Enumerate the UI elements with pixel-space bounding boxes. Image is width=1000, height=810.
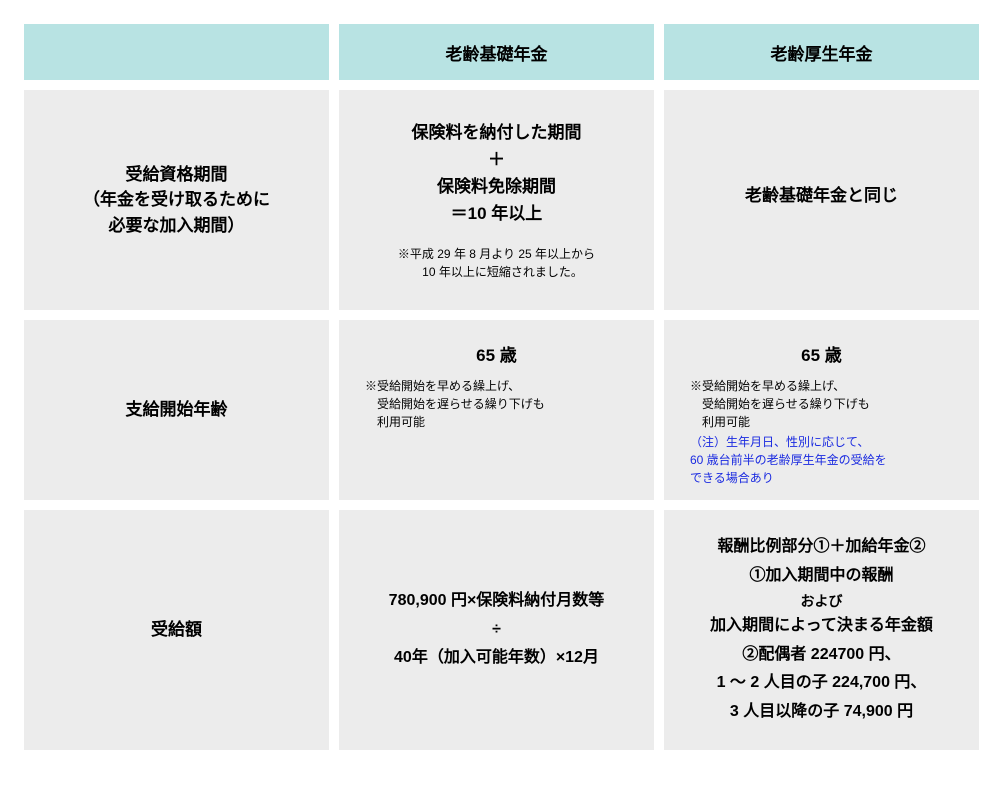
employee-amount-line-3: 加入期間によって決まる年金額 xyxy=(710,612,933,641)
basic-eligibility-sub: ※平成 29 年 8 月より 25 年以上から 10 年以上に短縮されました。 xyxy=(398,245,595,281)
employee-amount-line-0: 報酬比例部分①＋加給年金② xyxy=(717,533,925,562)
cell-basic-amount: 780,900 円×保険料納付月数等 ÷ 40年（加入可能年数）×12月 xyxy=(339,510,654,750)
row-header-amount: 受給額 xyxy=(24,510,329,750)
basic-amount-line-1: ÷ xyxy=(492,616,501,645)
basic-start-age-sub: ※受給開始を早める繰上げ、 受給開始を遅らせる繰り下げも 利用可能 xyxy=(365,377,642,431)
employee-amount-line-6: 3 人目以降の子 74,900 円 xyxy=(730,698,913,727)
employee-start-age-main: 65 歳 xyxy=(801,342,842,369)
basic-amount-line-0: 780,900 円×保険料納付月数等 xyxy=(389,587,605,616)
row-header-amount-text: 受給額 xyxy=(151,617,202,643)
employee-start-age-sub: ※受給開始を早める繰上げ、 受給開始を遅らせる繰り下げも 利用可能 xyxy=(690,377,967,431)
row-header-start-age-text: 支給開始年齢 xyxy=(126,397,228,423)
employee-amount-line-2: および xyxy=(801,591,843,612)
cell-employee-start-age: 65 歳 ※受給開始を早める繰上げ、 受給開始を遅らせる繰り下げも 利用可能 （… xyxy=(664,320,979,500)
basic-amount-line-2: 40年（加入可能年数）×12月 xyxy=(394,644,599,673)
cell-basic-start-age: 65 歳 ※受給開始を早める繰上げ、 受給開始を遅らせる繰り下げも 利用可能 xyxy=(339,320,654,500)
employee-amount-line-1: ①加入期間中の報酬 xyxy=(749,562,893,591)
row-header-start-age: 支給開始年齢 xyxy=(24,320,329,500)
pension-comparison-table: 老齢基礎年金 老齢厚生年金 受給資格期間 （年金を受け取るために 必要な加入期間… xyxy=(24,24,976,750)
row-header-eligibility: 受給資格期間 （年金を受け取るために 必要な加入期間） xyxy=(24,90,329,310)
cell-employee-amount: 報酬比例部分①＋加給年金② ①加入期間中の報酬 および 加入期間によって決まる年… xyxy=(664,510,979,750)
cell-basic-eligibility: 保険料を納付した期間 ＋ 保険料免除期間 ＝10 年以上 ※平成 29 年 8 … xyxy=(339,90,654,310)
header-basic-pension: 老齢基礎年金 xyxy=(339,24,654,80)
employee-amount-line-4: ②配偶者 224700 円、 xyxy=(742,641,900,670)
basic-eligibility-main: 保険料を納付した期間 ＋ 保険料免除期間 ＝10 年以上 xyxy=(412,119,582,228)
row-header-eligibility-text: 受給資格期間 （年金を受け取るために 必要な加入期間） xyxy=(83,162,270,239)
header-empty xyxy=(24,24,329,80)
basic-start-age-main: 65 歳 xyxy=(476,342,517,369)
employee-eligibility-main: 老齢基礎年金と同じ xyxy=(745,182,898,209)
employee-start-age-note: （注）生年月日、性別に応じて、 60 歳台前半の老齢厚生年金の受給を できる場合… xyxy=(690,433,967,487)
header-employee-pension: 老齢厚生年金 xyxy=(664,24,979,80)
cell-employee-eligibility: 老齢基礎年金と同じ xyxy=(664,90,979,310)
employee-amount-line-5: 1 ～ 2 人目の子 224,700 円、 xyxy=(717,669,927,698)
